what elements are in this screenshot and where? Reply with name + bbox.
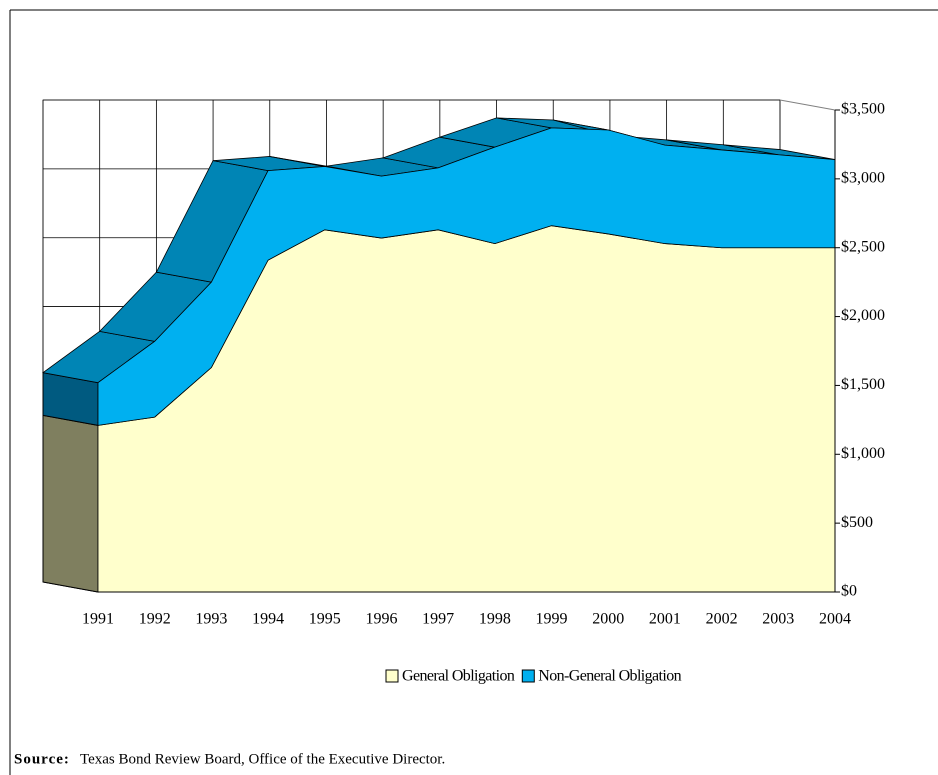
x-tick-label: 1994 (252, 611, 284, 628)
x-tick-label: 1991 (82, 611, 114, 628)
legend-swatch (521, 669, 535, 683)
x-tick-label: 2004 (819, 611, 851, 628)
depth-edge (779, 99, 836, 111)
x-tick-label: 1999 (536, 611, 568, 628)
y-tick-label: $3,000 (841, 170, 885, 187)
y-tick-label: $2,000 (841, 307, 885, 324)
y-tick-label: $1,500 (841, 376, 885, 393)
y-tick-label: $1,000 (841, 445, 885, 462)
side-face (42, 414, 99, 593)
y-tick-label: $0 (841, 583, 857, 600)
x-tick-label: 1997 (422, 611, 454, 628)
legend-label: Non-General Obligation (538, 668, 681, 685)
x-tick-label: 2002 (706, 611, 738, 628)
x-tick-label: 2000 (592, 611, 624, 628)
source-text: Texas Bond Review Board, Office of the E… (80, 751, 445, 767)
y-tick-label: $500 (841, 514, 873, 531)
x-tick-label: 1992 (139, 611, 171, 628)
x-tick-label: 1995 (309, 611, 341, 628)
y-tick-label: $3,500 (841, 101, 885, 118)
legend-swatch (385, 669, 399, 683)
x-tick-label: 1998 (479, 611, 511, 628)
x-tick-label: 2003 (762, 611, 794, 628)
legend-label: General Obligation (402, 668, 515, 685)
source-label: Source: (14, 751, 70, 767)
y-tick-label: $2,500 (841, 238, 885, 255)
x-tick-label: 2001 (649, 611, 681, 628)
x-tick-label: 1993 (195, 611, 227, 628)
x-tick-label: 1996 (365, 611, 397, 628)
